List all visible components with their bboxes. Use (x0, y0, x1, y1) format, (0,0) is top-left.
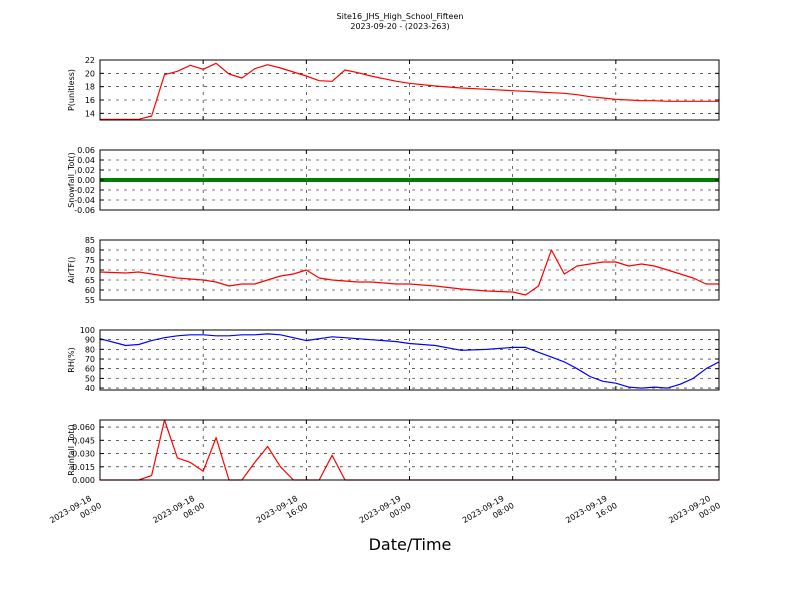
y-tick-label: 75 (85, 256, 95, 265)
y-tick-label: 50 (85, 374, 95, 383)
title-line-2: 2023-09-20 - (2023-263) (350, 22, 449, 31)
y-tick-label: -0.02 (74, 186, 95, 195)
panel-1: 14 16 18 20 22 P(unitless) (67, 56, 720, 121)
y-tick-label: 0.02 (77, 166, 95, 175)
y-tick-label: 22 (85, 56, 95, 65)
panel-grid (99, 59, 720, 120)
y-axis-label: Snowfall_Tot() (67, 152, 76, 208)
y-axis-label: P(unitless) (67, 69, 76, 111)
y-tick-label: -0.04 (74, 196, 95, 205)
y-tick-label: 20 (85, 69, 95, 78)
series-line (99, 333, 720, 389)
y-tick-label: 60 (85, 365, 95, 374)
y-tick-label: 16 (85, 96, 95, 105)
y-axis-label: RH(%) (67, 347, 76, 372)
y-tick-label: 18 (85, 83, 95, 92)
y-tick-label: 100 (80, 326, 95, 335)
y-tick-label: 0.000 (72, 476, 95, 485)
y-tick-label: 65 (85, 276, 95, 285)
y-tick-label: 55 (85, 296, 95, 305)
y-axis-label: AirTF() (67, 257, 76, 284)
y-tick-label: 60 (85, 286, 95, 295)
y-tick-label: 80 (85, 246, 95, 255)
panel-grid (99, 420, 720, 481)
y-tick-label: 0.06 (77, 146, 95, 155)
panel-grid (99, 239, 720, 301)
panel-grid (99, 329, 720, 390)
y-axis-label: Rainfall_Tot() (67, 424, 76, 476)
y-tick-label: 14 (85, 109, 95, 118)
series-line (99, 249, 719, 296)
y-tick-label: 70 (85, 266, 95, 275)
title-line-1: Site16_JHS_High_School_Fifteen (337, 12, 464, 21)
y-tick-label: 70 (85, 355, 95, 364)
series-line (100, 62, 719, 120)
x-axis-label: Date/Time (369, 535, 452, 554)
y-tick-label: 40 (85, 384, 95, 393)
y-tick-label: 80 (85, 345, 95, 354)
panel-2: -0.06-0.04-0.020.000.020.040.06Snowfall_… (67, 146, 720, 215)
y-tick-label: 90 (85, 336, 95, 345)
y-tick-label: 0.015 (72, 463, 95, 472)
y-tick-label: 0.04 (77, 156, 95, 165)
y-tick-label: 0.00 (77, 176, 95, 185)
y-tick-label: -0.06 (74, 206, 95, 215)
chart-panels: 1416182022P(unitless)-0.06-0.04-0.020.00… (67, 56, 720, 485)
y-tick-label: 0.045 (72, 436, 95, 445)
y-tick-label: 85 (85, 236, 95, 245)
y-tick-label: 0.060 (72, 423, 95, 432)
y-tick-label: 0.030 (72, 450, 95, 459)
